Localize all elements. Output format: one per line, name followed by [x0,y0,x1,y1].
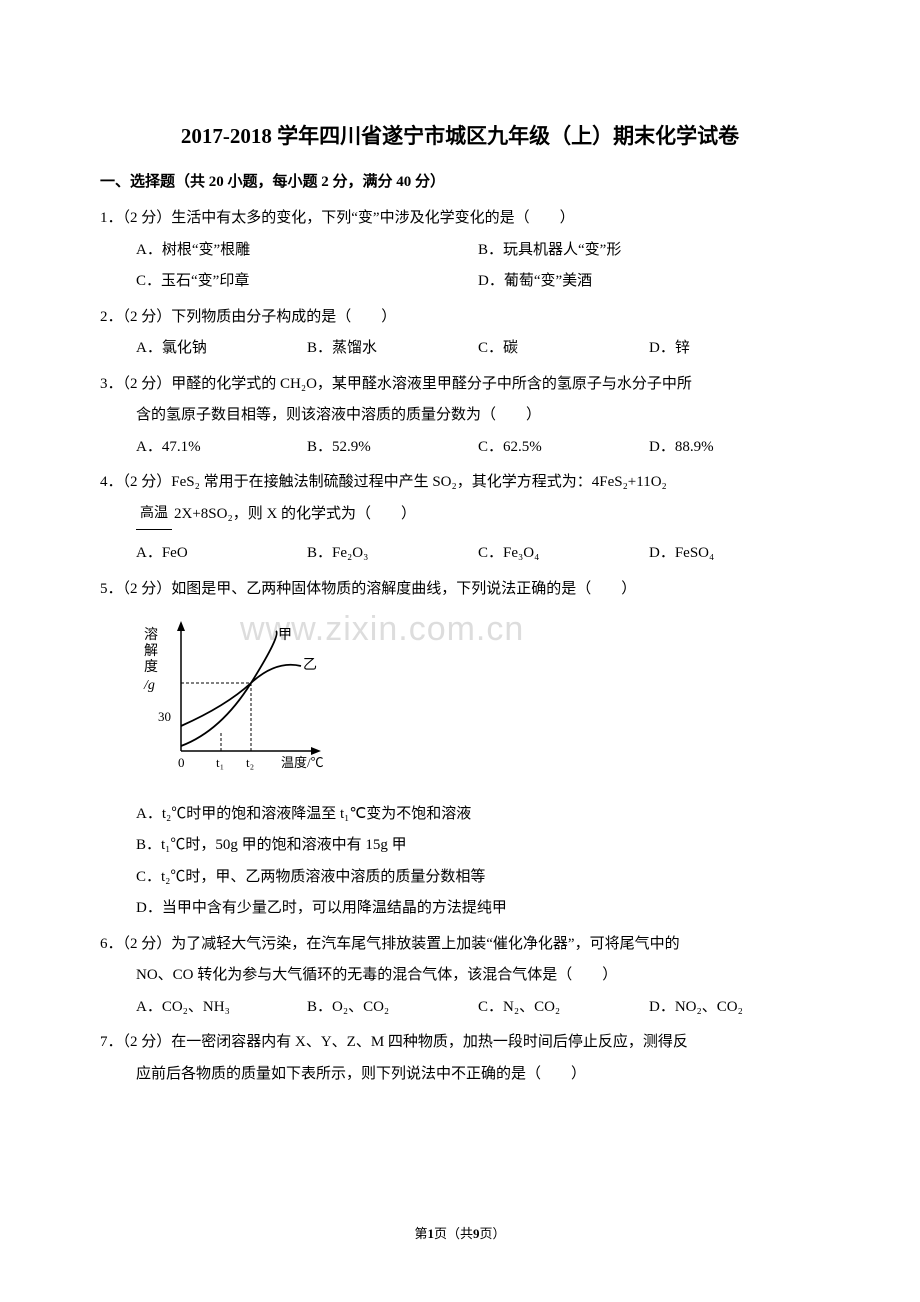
q6-stem-line1: 6．（2 分）为了减轻大气污染，在汽车尾气排放装置上加装“催化净化器”，可将尾气… [100,929,820,961]
q3-option-c: C．62.5% [478,432,649,464]
q5-stem: 5．（2 分）如图是甲、乙两种固体物质的溶解度曲线，下列说法正确的是（ ） [100,574,820,606]
svg-text:t₂: t₂ [246,755,254,770]
q6-options: A．CO₂、NH₃ B．O₂、CO₂ C．N₂、CO₂ D．NO₂、CO₂ [100,992,820,1024]
svg-text:30: 30 [158,709,171,724]
question-6: 6．（2 分）为了减轻大气污染，在汽车尾气排放装置上加装“催化净化器”，可将尾气… [100,929,820,1024]
q2-option-d: D．锌 [649,333,820,365]
exam-title: 2017-2018 学年四川省遂宁市城区九年级（上）期末化学试卷 [100,120,820,150]
q3-stem-line1: 3．（2 分）甲醛的化学式的 CH₂O，某甲醛水溶液里甲醛分子中所含的氢原子与水… [100,369,820,401]
q1-options-row1: A．树根“变”根雕 B．玩具机器人“变”形 [100,235,820,267]
q4-stem-line1: 4．（2 分）FeS₂ 常用于在接触法制硫酸过程中产生 SO₂，其化学方程式为：… [100,467,820,499]
q6-option-d: D．NO₂、CO₂ [649,992,820,1024]
q3-option-b: B．52.9% [307,432,478,464]
q4-equation-line: 高温 2X+8SO₂，则 X 的化学式为（ ） [100,499,820,531]
q4-options: A．FeO B．Fe₂O₃ C．Fe₃O₄ D．FeSO₄ [100,538,820,570]
question-2: 2．（2 分）下列物质由分子构成的是（ ） A．氯化钠 B．蒸馏水 C．碳 D．… [100,302,820,365]
q6-option-b: B．O₂、CO₂ [307,992,478,1024]
q7-stem-line1: 7．（2 分）在一密闭容器内有 X、Y、Z、M 四种物质，加热一段时间后停止反应… [100,1027,820,1059]
q3-stem-line2: 含的氢原子数目相等，则该溶液中溶质的质量分数为（ ） [100,400,820,432]
footer-post: 页） [480,1226,506,1241]
svg-text:/g: /g [143,678,155,693]
q5-option-c: C．t₂℃时，甲、乙两物质溶液中溶质的质量分数相等 [136,862,820,894]
q5-chart: 溶解度/g 30 0 t₁ t₂ 温度/℃ 甲乙 [100,611,820,789]
footer-pre: 第 [414,1226,427,1241]
svg-text:解: 解 [144,643,158,659]
q5-option-d: D．当甲中含有少量乙时，可以用降温结晶的方法提纯甲 [136,893,820,925]
svg-text:t₁: t₁ [216,755,224,770]
q2-option-b: B．蒸馏水 [307,333,478,365]
question-7: 7．（2 分）在一密闭容器内有 X、Y、Z、M 四种物质，加热一段时间后停止反应… [100,1027,820,1090]
svg-text:甲: 甲 [278,628,292,643]
q1-options-row2: C．玉石“变”印章 D．葡萄“变”美酒 [100,266,820,298]
question-3: 3．（2 分）甲醛的化学式的 CH₂O，某甲醛水溶液里甲醛分子中所含的氢原子与水… [100,369,820,464]
q3-option-d: D．88.9% [649,432,820,464]
question-4: 4．（2 分）FeS₂ 常用于在接触法制硫酸过程中产生 SO₂，其化学方程式为：… [100,467,820,570]
q4-option-a: A．FeO [136,538,307,570]
q5-option-b: B．t₁℃时，50g 甲的饱和溶液中有 15g 甲 [136,830,820,862]
q5-option-a: A．t₂℃时甲的饱和溶液降温至 t₁℃变为不饱和溶液 [136,799,820,831]
svg-text:溶: 溶 [144,627,158,643]
q1-option-d: D．葡萄“变”美酒 [478,266,820,298]
q2-options: A．氯化钠 B．蒸馏水 C．碳 D．锌 [100,333,820,365]
svg-text:乙: 乙 [303,657,317,673]
svg-text:温度/℃: 温度/℃ [281,755,324,770]
q5-options: A．t₂℃时甲的饱和溶液降温至 t₁℃变为不饱和溶液 B．t₁℃时，50g 甲的… [100,799,820,925]
q2-stem: 2．（2 分）下列物质由分子构成的是（ ） [100,302,820,334]
q2-option-c: C．碳 [478,333,649,365]
svg-text:0: 0 [178,755,185,770]
q4-option-c: C．Fe₃O₄ [478,538,649,570]
question-5: 5．（2 分）如图是甲、乙两种固体物质的溶解度曲线，下列说法正确的是（ ） 溶解… [100,574,820,925]
q4-stem-line2: 2X+8SO₂，则 X 的化学式为（ ） [174,499,416,531]
q6-stem-line2: NO、CO 转化为参与大气循环的无毒的混合气体，该混合气体是（ ） [100,960,820,992]
q3-option-a: A．47.1% [136,432,307,464]
page-footer: 第1页（共9页） [0,1223,920,1242]
q7-stem-line2: 应前后各物质的质量如下表所示，则下列说法中不正确的是（ ） [100,1059,820,1091]
question-1: 1．（2 分）生活中有太多的变化，下列“变”中涉及化学变化的是（ ） A．树根“… [100,203,820,298]
q4-option-d: D．FeSO₄ [649,538,820,570]
q6-option-a: A．CO₂、NH₃ [136,992,307,1024]
solubility-chart: 溶解度/g 30 0 t₁ t₂ 温度/℃ 甲乙 [136,611,336,776]
document-body: 2017-2018 学年四川省遂宁市城区九年级（上）期末化学试卷 一、选择题（共… [100,120,820,1090]
footer-mid: 页（共 [434,1226,473,1241]
q1-option-a: A．树根“变”根雕 [136,235,478,267]
q4-option-b: B．Fe₂O₃ [307,538,478,570]
q2-option-a: A．氯化钠 [136,333,307,365]
section-header: 一、选择题（共 20 小题，每小题 2 分，满分 40 分） [100,170,820,191]
q6-option-c: C．N₂、CO₂ [478,992,649,1024]
q1-stem: 1．（2 分）生活中有太多的变化，下列“变”中涉及化学变化的是（ ） [100,203,820,235]
svg-text:度: 度 [144,659,158,675]
q1-option-b: B．玩具机器人“变”形 [478,235,820,267]
q4-condition: 高温 [136,499,172,530]
q1-option-c: C．玉石“变”印章 [136,266,478,298]
q3-options: A．47.1% B．52.9% C．62.5% D．88.9% [100,432,820,464]
